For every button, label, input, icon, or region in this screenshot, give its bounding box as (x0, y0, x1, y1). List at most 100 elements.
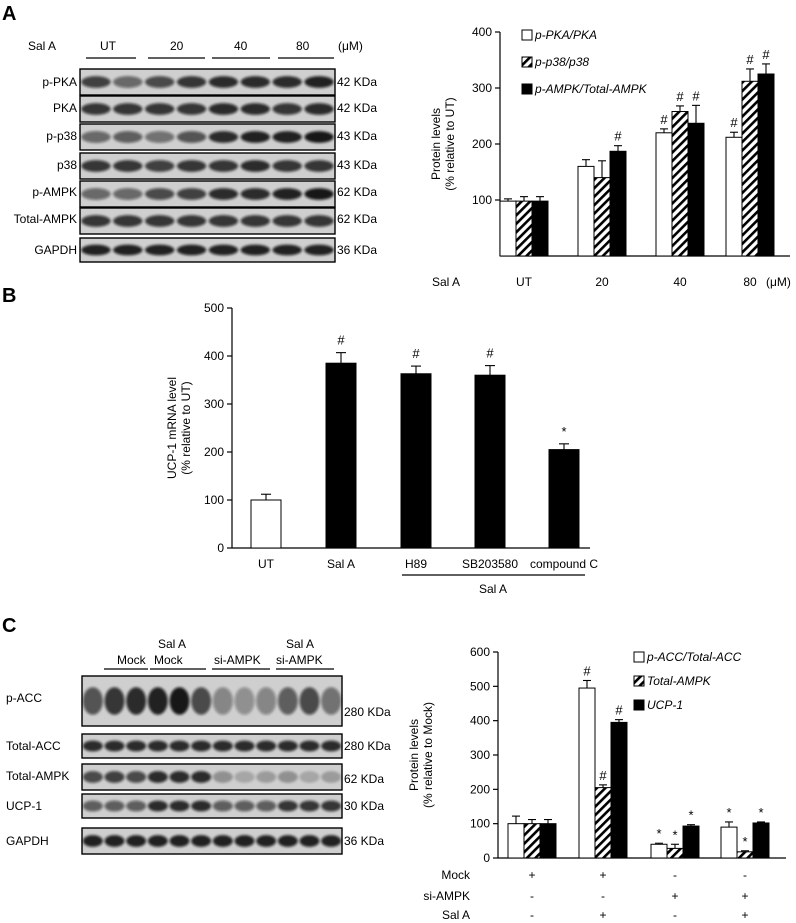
blot-band (212, 687, 233, 715)
blot-band (176, 188, 207, 200)
legend-label: p-PKA/PKA (534, 28, 597, 42)
blot-a-row-size: 62 KDa (337, 185, 377, 199)
blot-band (304, 215, 334, 227)
panel-a-blot-row-4: p-AMPK 62 KDa (32, 180, 377, 208)
blot-band (176, 76, 207, 88)
blot-band (145, 244, 175, 256)
legend-swatch (521, 29, 533, 41)
bar (515, 200, 533, 257)
blot-c-row-size: 280 KDa (344, 739, 391, 753)
significance-mark: # (730, 115, 738, 130)
blot-band (299, 740, 320, 752)
bar (578, 687, 596, 859)
blot-band (321, 835, 342, 847)
significance-mark: * (726, 805, 731, 820)
blot-band (299, 687, 320, 715)
legend-label: p-p38/p38 (534, 55, 589, 69)
blot-band (147, 771, 168, 783)
blot-band (113, 131, 143, 143)
blot-band (321, 740, 342, 752)
blot-band (234, 687, 255, 715)
legend-swatch (521, 56, 533, 68)
bar (725, 136, 743, 257)
blot-band (169, 687, 190, 715)
blot-band (176, 160, 207, 172)
bar (741, 80, 759, 257)
y-tick-label: 100 (204, 493, 224, 507)
significance-mark: # (599, 768, 607, 783)
significance-mark: # (583, 663, 591, 678)
condition-value: - (743, 868, 747, 882)
blot-band (272, 131, 302, 143)
panel-a-blot-row-1: PKA 42 KDa (53, 95, 377, 123)
bar (523, 823, 541, 859)
blot-band (212, 740, 233, 752)
y-tick-label: 200 (472, 137, 492, 151)
blot-band (104, 687, 125, 715)
bar (610, 721, 628, 859)
panel-c-blot-row-1: Total-ACC 280 KDa (6, 733, 391, 759)
blot-band (272, 244, 302, 256)
blot-band (212, 835, 233, 847)
blot-a-row-label: p-p38 (46, 129, 77, 143)
blot-band (113, 103, 143, 115)
bar (736, 851, 754, 859)
y-tick-label: 200 (470, 782, 490, 796)
panel-b-bracket-label: Sal A (479, 582, 507, 596)
blot-band (272, 160, 302, 172)
blot-c-row-label: p-ACC (6, 691, 42, 705)
blot-band (126, 740, 147, 752)
blot-a-row-label: p38 (57, 158, 77, 172)
blot-band (208, 188, 239, 200)
significance-mark: # (614, 129, 622, 144)
y-axis-label: Protein levels (407, 719, 421, 791)
y-tick-label: 400 (470, 714, 490, 728)
blot-band (169, 771, 190, 783)
y-tick-label: 600 (470, 645, 490, 659)
blot-a-treatment-label: Sal A (28, 39, 56, 53)
legend-swatch (521, 83, 533, 95)
bar (687, 122, 705, 257)
significance-mark: # (486, 346, 494, 361)
blot-band (240, 103, 270, 115)
blot-band (191, 800, 212, 812)
blot-band (321, 800, 342, 812)
blot-a-row-size: 42 KDa (337, 101, 377, 115)
condition-label: Mock (441, 868, 471, 882)
blot-band (234, 740, 255, 752)
blot-band (147, 800, 168, 812)
bar (655, 132, 673, 257)
significance-mark: # (412, 346, 420, 361)
x-tick-label: 40 (673, 275, 687, 289)
blot-band (234, 800, 255, 812)
blot-band (169, 835, 190, 847)
blot-band (321, 687, 342, 715)
blot-band (191, 771, 212, 783)
bar (720, 826, 738, 859)
y-tick-label: 300 (472, 81, 492, 95)
blot-band (212, 771, 233, 783)
blot-a-row-label: PKA (53, 101, 77, 115)
blot-c-group-2-line-0: si-AMPK (214, 653, 261, 667)
x-tick-label: 80 (743, 275, 757, 289)
chart-panel-c: 0 100 200 300 400 500 600 Protein levels (% rela… (407, 645, 786, 922)
blot-band (81, 244, 111, 256)
blot-band (81, 215, 111, 227)
blot-band (277, 835, 298, 847)
x-tick-label: compound C (530, 557, 598, 571)
blot-band (104, 835, 125, 847)
blot-band (104, 800, 125, 812)
blot-band (304, 76, 334, 88)
blot-band (145, 103, 175, 115)
blot-c-row-label: Total-ACC (6, 739, 61, 753)
panel-c-blot-row-0: p-ACC 280 KDa (6, 675, 391, 727)
blot-c-row-size: 62 KDa (344, 772, 384, 786)
blot-band (240, 188, 270, 200)
significance-mark: * (561, 424, 566, 439)
blot-band (208, 131, 239, 143)
blot-band (256, 771, 277, 783)
panel-a-blot-header: Sal A UT 20 40 80 (μM) (28, 39, 363, 59)
significance-mark: * (742, 834, 747, 849)
bar (250, 499, 282, 549)
panel-a-blot-row-5: Total-AMPK 62 KDa (14, 207, 377, 235)
